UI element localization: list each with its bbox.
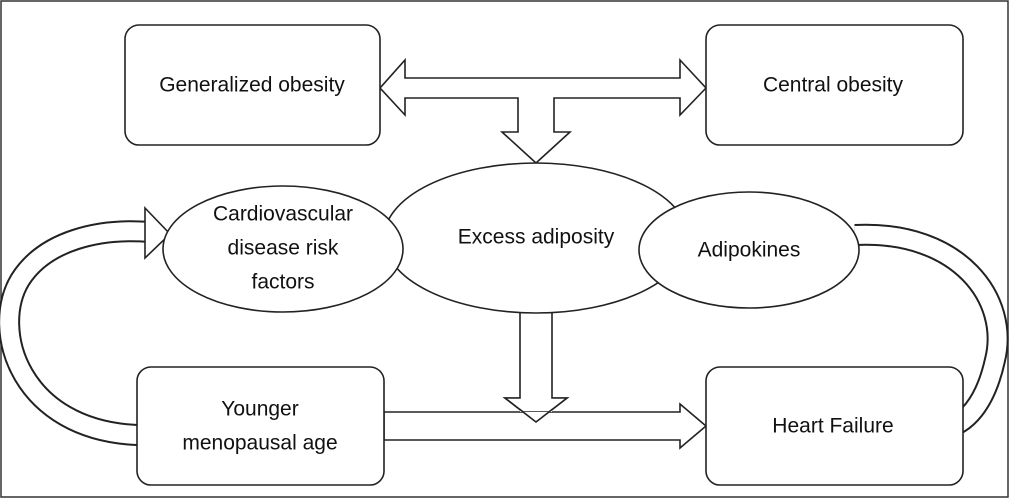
ellipse-cvd-risk bbox=[162, 185, 404, 313]
box-generalized-obesity bbox=[124, 24, 381, 146]
box-younger-menopausal-age bbox=[136, 366, 385, 486]
node-label: factors bbox=[251, 271, 314, 294]
node-label: Generalized obesity bbox=[159, 74, 345, 97]
box-central-obesity bbox=[705, 24, 964, 146]
node-label: disease risk bbox=[228, 237, 339, 260]
down-arrow-head bbox=[505, 398, 567, 422]
node-label: menopausal age bbox=[182, 432, 337, 455]
node-label: Adipokines bbox=[698, 239, 801, 262]
node-label: Cardiovascular bbox=[213, 203, 353, 226]
right-arrow bbox=[383, 402, 708, 450]
ellipse-adipokines bbox=[638, 191, 860, 309]
node-label: Central obesity bbox=[763, 74, 904, 97]
curved-arrow-left bbox=[0, 206, 172, 446]
box-heart-failure bbox=[705, 366, 964, 486]
node-label: Heart Failure bbox=[772, 415, 893, 438]
down-arrow-head-outline bbox=[502, 397, 570, 424]
node-label: Excess adiposity bbox=[458, 226, 615, 249]
node-label: Younger bbox=[221, 398, 298, 421]
double-arrow bbox=[378, 57, 708, 165]
